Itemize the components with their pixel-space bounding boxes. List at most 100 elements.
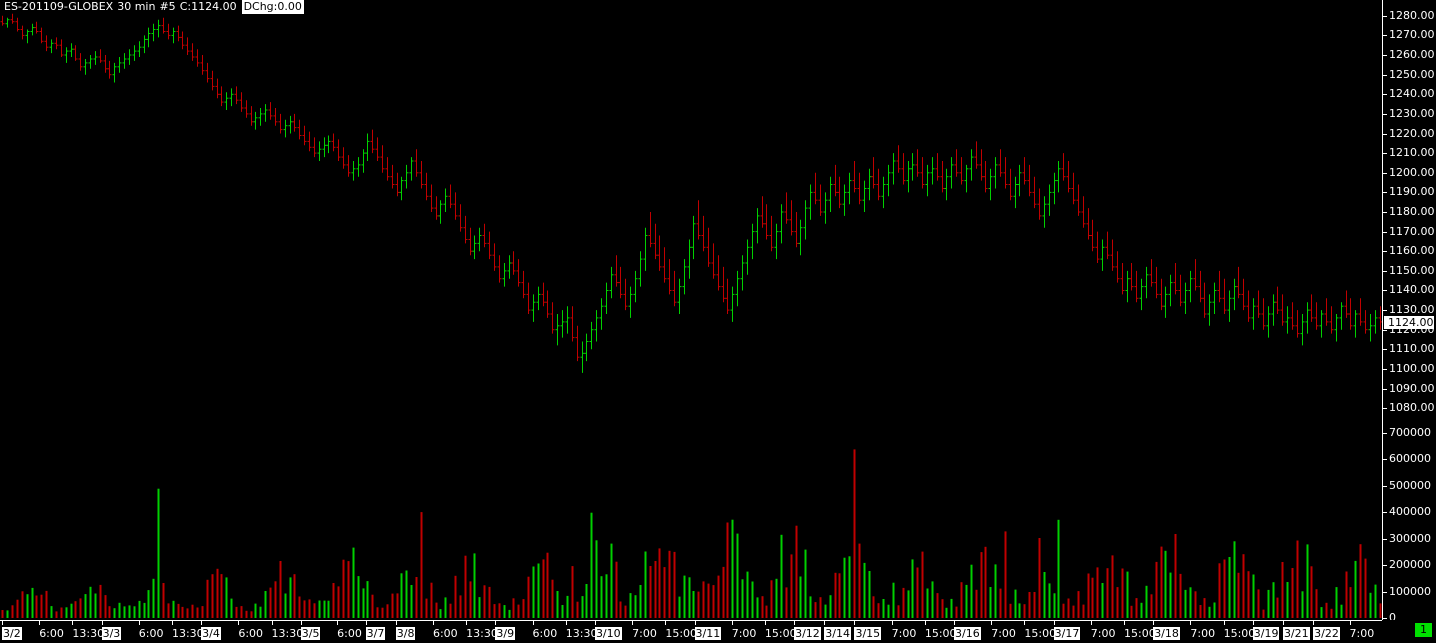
time-axis-tick [632,621,634,625]
time-scale-axis[interactable]: 3/2 6:00 13:30 3/3 6:00 13:30 3/4 6:00 13:30 3/5 6… [0,620,1382,643]
time-axis-tick [395,621,397,625]
volume-bars [1,449,1382,618]
time-axis-tick [954,621,956,625]
time-axis-time-label: 7:00 [1090,627,1116,640]
price-ohlc-bars [0,13,1382,373]
time-axis-date-label: 3/9 [495,627,516,640]
time-axis-tick [824,621,826,625]
volume-axis-tick [1383,538,1387,540]
price-axis-label: 1110.00 [1389,342,1435,356]
time-axis-date-label: 3/2 [2,627,22,640]
price-axis-tick [1383,35,1387,37]
price-axis-label: 1120.00 [1389,322,1435,336]
price-axis-label: 1260.00 [1389,48,1435,62]
volume-axis-tick [1383,512,1387,514]
price-axis-tick [1383,153,1387,155]
time-axis-date-label: 3/15 [854,627,882,640]
time-axis-tick [924,621,926,625]
time-axis-date-label: 3/8 [395,627,416,640]
price-pane[interactable] [0,6,1382,418]
price-axis-tick [1383,15,1387,17]
time-axis-tick [337,621,339,625]
time-axis-tick [665,621,667,625]
price-axis-tick [1383,251,1387,253]
daily-change-label: DChg:0.00 [241,0,304,14]
axis-corner: 1 [1382,620,1436,642]
time-axis-time-label: 15:00 [1223,627,1256,640]
time-axis-tick [1252,621,1254,625]
time-axis-tick [1053,621,1055,625]
price-scale-axis[interactable]: 1280.00 1270.00 1260.00 1250.00 1240.00 1230.… [1382,0,1436,624]
time-axis-time-label: 7:00 [1190,627,1216,640]
chart-header: ES-201109-GLOBEX 30 min #5 C:1124.00 DCh… [0,0,304,14]
price-axis-label: 1160.00 [1389,244,1435,258]
time-axis-tick [891,621,893,625]
price-axis-label: 1250.00 [1389,67,1435,81]
time-axis-tick [300,621,302,625]
time-axis-tick [1024,621,1026,625]
price-axis-tick [1383,408,1387,410]
time-axis-tick [1090,621,1092,625]
price-axis-tick [1383,113,1387,115]
time-axis-tick [201,621,203,625]
time-axis-time-label: 13:30 [171,627,204,640]
time-axis-date-label: 3/7 [365,627,386,640]
price-axis-label: 1080.00 [1389,401,1435,415]
price-axis-label: 1270.00 [1389,28,1435,42]
time-axis-tick [1282,621,1284,625]
time-axis-time-label: 13:30 [72,627,105,640]
time-axis-date-label: 3/12 [794,627,821,640]
volume-axis-tick [1383,591,1387,593]
volume-axis-label: 0 [1389,611,1396,624]
price-axis-tick [1383,192,1387,194]
volume-axis-label: 400000 [1389,505,1431,519]
volume-axis-label: 100000 [1389,584,1431,598]
volume-axis-tick [1383,432,1387,434]
time-axis-date-label: 3/14 [824,627,851,640]
time-axis-date-label: 3/3 [101,627,122,640]
chart-number-badge[interactable]: 1 [1415,623,1432,637]
time-axis-time-label: 15:00 [665,627,698,640]
time-axis-time-label: 6:00 [432,627,458,640]
price-axis-tick [1383,349,1387,351]
price-axis-label: 1100.00 [1389,361,1435,375]
time-axis-time-label: 6:00 [138,627,164,640]
price-axis-label: 1230.00 [1389,106,1435,120]
time-axis-tick [1124,621,1125,625]
price-axis-label: 1140.00 [1389,283,1435,297]
time-axis-time-label: 7:00 [891,627,917,640]
price-axis-tick [1383,172,1387,174]
time-axis-date-label: 3/4 [201,627,221,640]
volume-axis-label: 200000 [1389,558,1431,572]
time-axis-tick [1153,621,1155,625]
price-axis-tick [1383,368,1387,370]
price-axis-label: 1190.00 [1389,185,1435,199]
volume-axis-tick [1383,565,1387,567]
time-axis-tick [101,621,103,625]
time-axis-tick [2,621,3,625]
time-axis-time-label: 15:00 [1124,627,1156,640]
price-axis-tick [1383,212,1387,213]
time-axis-time-label: 7:00 [731,627,757,640]
time-axis-tick [1190,621,1192,625]
volume-axis-label: 700000 [1389,425,1431,439]
volume-pane[interactable] [0,422,1382,618]
symbol-label[interactable]: ES-201109-GLOBEX [4,0,114,13]
price-axis-label: 1150.00 [1389,263,1435,277]
price-axis-tick [1383,310,1387,312]
time-axis-date-label: 3/16 [954,627,981,640]
time-axis-tick [365,621,367,625]
interval-label[interactable]: 30 min [117,0,156,13]
price-axis-label: 1220.00 [1389,126,1435,140]
price-axis-label: 1170.00 [1389,224,1435,238]
time-axis-tick [991,621,993,625]
price-axis-label: 1090.00 [1389,381,1435,395]
time-axis-tick [1223,621,1225,625]
volume-axis-label: 600000 [1389,452,1431,466]
time-axis-date-label: 3/11 [694,627,722,640]
price-axis-label: 1180.00 [1389,205,1435,218]
time-axis-tick [271,621,273,625]
time-axis-tick [171,621,173,625]
time-axis-time-label: 7:00 [991,627,1016,640]
price-axis-label: 1210.00 [1389,146,1435,160]
